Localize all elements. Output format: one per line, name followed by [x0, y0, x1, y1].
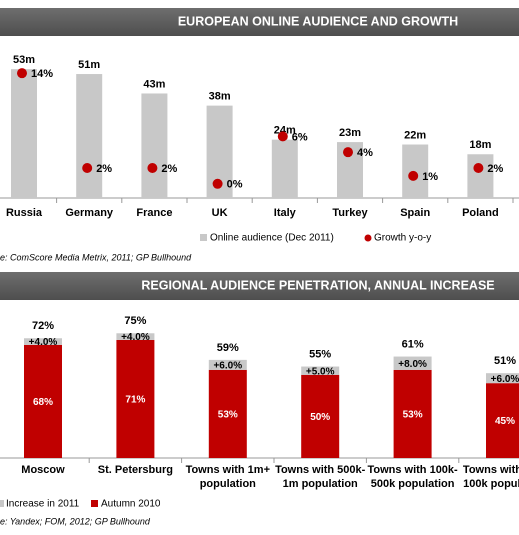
- bar-segment: [486, 383, 519, 458]
- dot: [82, 162, 93, 173]
- bar: [402, 144, 429, 198]
- data-label: 53m: [13, 54, 35, 66]
- x-tick-label: Poland: [462, 207, 499, 219]
- x-tick-label: Turkey: [332, 207, 368, 219]
- bar-segment: [116, 333, 155, 340]
- data-label: 2%: [487, 163, 503, 175]
- x-tick-label: Towns with 100k-: [367, 464, 458, 476]
- x-tick-label: Russia: [6, 207, 43, 219]
- x-tick-label: 1m population: [283, 478, 358, 490]
- bar: [141, 93, 168, 198]
- data-label: 45%: [495, 416, 515, 427]
- bar: [271, 139, 298, 198]
- total-label: 51%: [494, 355, 516, 367]
- x-tick-label: Towns with 500k-: [275, 464, 366, 476]
- header-bar: [0, 8, 519, 36]
- data-label: 51m: [78, 59, 100, 71]
- bar-segment: [301, 374, 340, 458]
- bar-segment: [486, 373, 519, 384]
- dot: [277, 131, 288, 142]
- data-label: +8.0%: [398, 359, 427, 370]
- header-bar: [0, 272, 519, 300]
- data-label: +6.0%: [213, 361, 242, 372]
- data-label: +4.0%: [29, 337, 58, 348]
- bar-segment: [208, 369, 247, 458]
- chart-title: REGIONAL AUDIENCE PENETRATION, ANNUAL IN…: [141, 278, 494, 292]
- x-tick-label: Germany: [65, 207, 114, 219]
- bar-segment: [116, 339, 155, 458]
- dot: [473, 162, 484, 173]
- data-label: 1%: [422, 171, 438, 183]
- dot: [343, 147, 353, 158]
- data-label: 2%: [96, 163, 112, 175]
- total-label: 72%: [32, 320, 54, 332]
- data-label: 71%: [125, 395, 145, 406]
- bar: [11, 69, 37, 199]
- data-label: +6.0%: [491, 374, 519, 385]
- legend-label: Increase in 2011: [6, 499, 80, 510]
- legend-label: Autumn 2010: [101, 499, 161, 510]
- bar-segment: [24, 338, 62, 345]
- x-tick-label: St. Petersburg: [98, 464, 173, 476]
- bar-segment: [208, 359, 247, 370]
- legend-swatch: [91, 500, 98, 507]
- bar: [76, 74, 103, 198]
- x-tick-label: 500k population: [371, 478, 455, 490]
- data-label: 23m: [339, 127, 361, 139]
- total-label: 61%: [402, 338, 424, 350]
- bar: [467, 154, 494, 198]
- bar-segment: [393, 356, 432, 370]
- bar-segment: [393, 369, 432, 458]
- data-label: 14%: [31, 68, 53, 80]
- dot: [212, 178, 223, 189]
- x-tick-label: France: [136, 207, 172, 219]
- x-tick-label: Towns with 50k-: [463, 464, 519, 476]
- x-tick-label: Moscow: [21, 464, 65, 476]
- data-label: 50%: [310, 412, 330, 423]
- data-label: 53%: [403, 410, 423, 421]
- data-label: 4%: [357, 147, 373, 159]
- source: e: Yandex; FOM, 2012; GP Bullhound: [0, 516, 151, 526]
- bar-segment: [301, 366, 340, 375]
- chart-title: EUROPEAN ONLINE AUDIENCE AND GROWTH: [178, 14, 458, 28]
- data-label: 68%: [33, 397, 53, 408]
- x-tick-label: Spain: [400, 207, 430, 219]
- legend-swatch: [200, 234, 207, 241]
- dot: [17, 68, 27, 79]
- data-label: 38m: [209, 91, 231, 103]
- data-label: 18m: [469, 139, 491, 151]
- source: e: ComScore Media Metrix, 2011; GP Bullh…: [0, 252, 192, 262]
- legend-swatch: [364, 234, 372, 242]
- total-label: 55%: [309, 348, 331, 360]
- data-label: 6%: [292, 131, 308, 143]
- dot: [147, 162, 158, 173]
- legend-swatch: [0, 500, 4, 507]
- data-label: +4.0%: [121, 332, 150, 343]
- data-label: 43m: [143, 78, 165, 90]
- x-tick-label: 100k population: [463, 478, 519, 490]
- data-label: 22m: [404, 129, 426, 141]
- data-label: 53%: [218, 410, 238, 421]
- x-tick-label: Italy: [274, 207, 297, 219]
- legend-label: Growth y-o-y: [374, 233, 431, 244]
- x-tick-label: UK: [212, 207, 228, 219]
- legend-label: Online audience (Dec 2011): [210, 233, 334, 244]
- bar-segment: [24, 344, 62, 458]
- dot: [408, 170, 419, 181]
- x-tick-label: population: [200, 478, 256, 490]
- data-label: +5.0%: [306, 366, 335, 377]
- total-label: 75%: [124, 315, 146, 327]
- data-label: 2%: [161, 163, 177, 175]
- total-label: 59%: [217, 342, 239, 354]
- data-label: 0%: [227, 179, 243, 191]
- x-tick-label: Towns with 1m+: [186, 464, 270, 476]
